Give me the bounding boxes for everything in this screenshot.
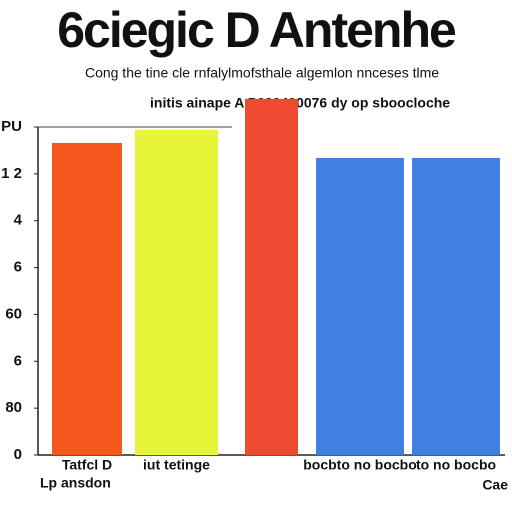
- y-tick-label: PU: [1, 118, 22, 135]
- y-tick-label: 1 2: [1, 165, 22, 182]
- bar: [245, 98, 298, 455]
- x-tick-label: Tatfcl D: [62, 457, 112, 473]
- bar: [135, 129, 218, 455]
- y-tick-label: 80: [5, 399, 22, 416]
- x-tick-label: to no bocbo: [416, 457, 496, 473]
- corner-label: Cae: [482, 477, 508, 493]
- annotation: initis ainape A P020400076 dy op sbooclo…: [150, 95, 450, 111]
- bar: [412, 157, 500, 455]
- x-tick-label: bocbto no bocbo: [303, 457, 417, 473]
- y-tick-label: 6: [14, 352, 22, 369]
- y-tick-label: 0: [14, 446, 22, 463]
- y-tick-label: 6: [14, 259, 22, 276]
- y-tick-label: 60: [5, 305, 22, 322]
- bar: [52, 142, 122, 455]
- chart-title: 6ciegic D Antenhe: [57, 2, 456, 58]
- bar: [316, 157, 404, 455]
- x-tick-label: iut tetinge: [143, 457, 210, 473]
- y-tick-label: 4: [14, 212, 23, 229]
- x-axis-label: Lp ansdon: [40, 475, 111, 491]
- chart-subtitle: Cong the tine cle rnfalylmofsthale algem…: [85, 65, 439, 81]
